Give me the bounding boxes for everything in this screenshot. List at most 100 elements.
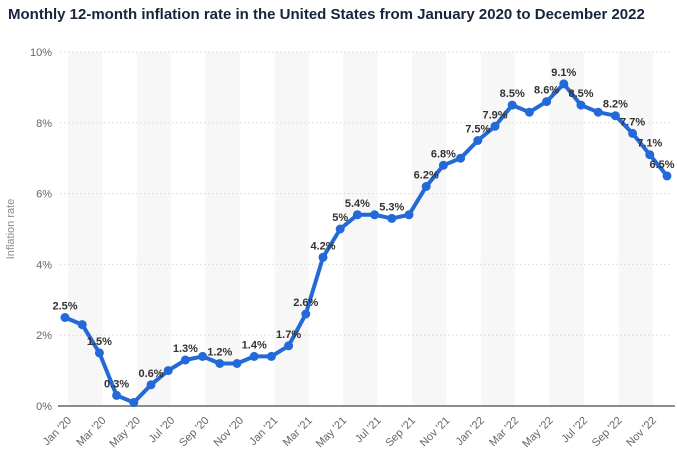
y-tick-label: 0% bbox=[36, 401, 52, 413]
data-point[interactable] bbox=[473, 136, 483, 145]
data-point-label: 2.5% bbox=[52, 301, 77, 313]
y-tick-label: 10% bbox=[30, 47, 52, 59]
data-point[interactable] bbox=[318, 252, 328, 262]
y-axis-title: Inflation rate bbox=[5, 199, 17, 260]
data-point-label: 8.5% bbox=[568, 88, 593, 100]
x-tick-label: Jul '22 bbox=[559, 415, 590, 446]
data-point[interactable] bbox=[284, 341, 294, 351]
data-point[interactable] bbox=[60, 313, 70, 322]
x-tick-label: Mar '22 bbox=[487, 415, 521, 449]
x-tick-label: Jan '22 bbox=[454, 415, 487, 448]
data-point[interactable] bbox=[352, 210, 362, 220]
background-band bbox=[343, 52, 378, 406]
data-point-label: 1.3% bbox=[173, 343, 198, 355]
data-point-label: 0.6% bbox=[138, 368, 163, 380]
x-tick-label: Nov '22 bbox=[624, 415, 659, 450]
data-point-label: 7.1% bbox=[637, 138, 662, 150]
y-tick-label: 2% bbox=[36, 330, 52, 342]
data-point-label: 7.9% bbox=[482, 109, 507, 121]
data-point[interactable] bbox=[215, 359, 225, 368]
x-tick-label: May '20 bbox=[107, 415, 142, 450]
x-tick-label: Nov '20 bbox=[212, 415, 247, 450]
data-point[interactable] bbox=[507, 100, 517, 110]
data-point-label: 6.8% bbox=[431, 148, 456, 160]
data-point[interactable] bbox=[542, 97, 552, 107]
data-point[interactable] bbox=[94, 348, 104, 358]
data-point[interactable] bbox=[645, 150, 655, 160]
data-point-label: 8.5% bbox=[500, 88, 525, 100]
data-point[interactable] bbox=[404, 210, 414, 220]
x-tick-label: Jul '20 bbox=[147, 415, 178, 446]
data-point[interactable] bbox=[335, 224, 345, 234]
x-tick-label: May '22 bbox=[520, 415, 555, 450]
data-point-label: 6.2% bbox=[414, 170, 439, 182]
data-point[interactable] bbox=[593, 107, 603, 117]
data-point[interactable] bbox=[180, 355, 190, 365]
background-band bbox=[549, 52, 584, 406]
data-point[interactable] bbox=[438, 160, 448, 170]
data-point-label: 5% bbox=[332, 212, 348, 224]
data-point[interactable] bbox=[559, 79, 569, 89]
data-point[interactable] bbox=[112, 390, 122, 400]
data-point[interactable] bbox=[301, 309, 311, 319]
x-tick-label: May '21 bbox=[314, 415, 349, 450]
data-point[interactable] bbox=[370, 210, 380, 220]
data-labels: 2.5% 1.5% 0.3% 0.6% 1.3% 1.2% 1.4% 1.7% 2.6% 4.2%… bbox=[52, 67, 674, 390]
background-band bbox=[136, 52, 172, 406]
y-tick-label: 8% bbox=[36, 118, 52, 130]
data-point[interactable] bbox=[163, 366, 173, 376]
chart-title: Monthly 12-month inflation rate in the U… bbox=[8, 6, 645, 23]
background-bands bbox=[68, 52, 653, 406]
data-point[interactable] bbox=[77, 320, 87, 330]
background-band bbox=[205, 52, 240, 406]
data-point[interactable] bbox=[456, 153, 466, 163]
data-point-label: 8.6% bbox=[534, 85, 559, 97]
data-point[interactable] bbox=[421, 182, 431, 191]
x-tick-label: Sep '20 bbox=[177, 415, 212, 450]
data-point-label: 1.4% bbox=[242, 339, 267, 351]
data-point-label: 7.7% bbox=[620, 116, 645, 128]
x-tick-label: Sep '22 bbox=[590, 415, 625, 450]
x-tick-label: Nov '21 bbox=[418, 415, 453, 450]
data-point[interactable] bbox=[628, 128, 638, 138]
x-tick-label: Mar '21 bbox=[281, 415, 315, 449]
data-point[interactable] bbox=[576, 100, 586, 110]
data-point[interactable] bbox=[266, 351, 276, 361]
background-band bbox=[618, 52, 653, 406]
data-point-label: 0.3% bbox=[104, 378, 129, 390]
x-tick-label: Mar '20 bbox=[74, 415, 108, 449]
data-point[interactable] bbox=[198, 351, 208, 361]
data-point[interactable] bbox=[610, 111, 620, 121]
data-point-label: 6.5% bbox=[649, 159, 674, 171]
gridlines bbox=[58, 51, 675, 407]
data-point-label: 1.7% bbox=[276, 329, 301, 341]
data-points bbox=[60, 79, 672, 407]
x-tick-label: Jul '21 bbox=[353, 415, 384, 446]
data-point[interactable] bbox=[232, 359, 242, 368]
y-tick-label: 6% bbox=[36, 189, 52, 201]
data-point-label: 5.4% bbox=[345, 198, 370, 210]
data-point-label: 1.2% bbox=[207, 347, 232, 359]
data-point-label: 5.3% bbox=[379, 201, 404, 213]
x-tick-label: Jan '20 bbox=[41, 415, 74, 448]
data-point[interactable] bbox=[662, 171, 672, 181]
x-tick-label: Jan '21 bbox=[247, 415, 280, 448]
data-point[interactable] bbox=[146, 380, 156, 390]
data-point[interactable] bbox=[490, 121, 500, 131]
data-point[interactable] bbox=[387, 213, 397, 223]
data-point-label: 1.5% bbox=[87, 336, 112, 348]
data-point-label: 2.6% bbox=[293, 297, 318, 309]
background-band bbox=[412, 52, 447, 406]
data-point-label: 8.2% bbox=[603, 99, 628, 111]
data-point-label: 9.1% bbox=[551, 67, 576, 79]
data-point[interactable] bbox=[129, 398, 139, 407]
y-axis-tick-labels: 0% 2% 4% 6% 8% 10% bbox=[30, 47, 52, 413]
data-point[interactable] bbox=[524, 107, 534, 117]
data-point[interactable] bbox=[249, 351, 259, 361]
data-point-label: 4.2% bbox=[310, 240, 335, 252]
data-point-label: 7.5% bbox=[465, 124, 490, 136]
y-tick-label: 4% bbox=[36, 259, 52, 271]
x-tick-label: Sep '21 bbox=[383, 415, 418, 450]
